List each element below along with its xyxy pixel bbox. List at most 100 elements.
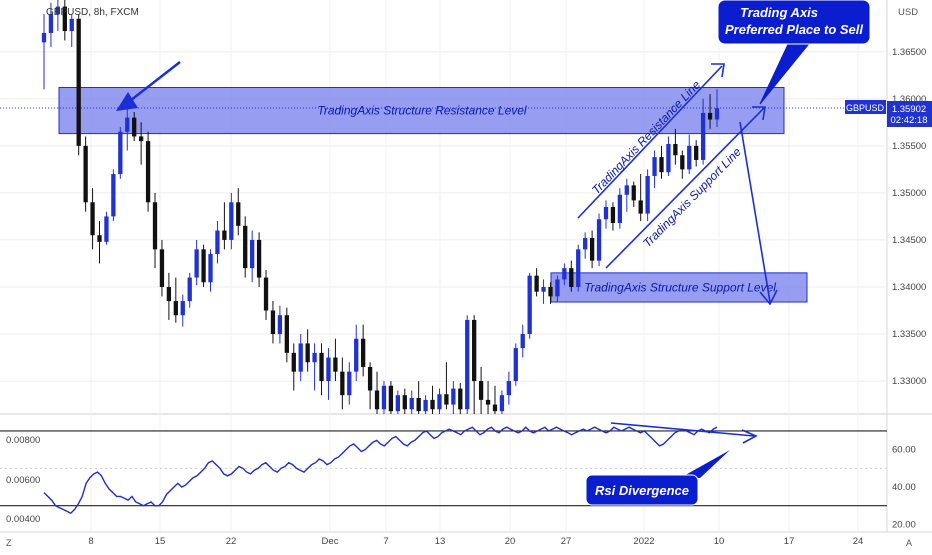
time-tick-label: 2022 xyxy=(633,536,654,547)
candle-body xyxy=(465,319,470,410)
price-tag-price: 1.35902 xyxy=(892,104,926,115)
price-tag-symbol: GBPUSD xyxy=(846,103,885,113)
time-tick-label: 22 xyxy=(226,536,237,547)
candle-body xyxy=(645,175,650,214)
candle-body xyxy=(548,286,553,297)
time-tick-label: 17 xyxy=(784,536,795,547)
resistance-zone-label: TradingAxis Structure Resistance Level xyxy=(317,104,527,118)
candle-body xyxy=(48,14,54,33)
price-scale[interactable]: 1.36500 1.36000 1.35500 1.35000 1.34500 1.340… xyxy=(892,47,926,387)
candle-body xyxy=(541,286,546,292)
rsi-callout-box[interactable] xyxy=(585,474,699,506)
rsi-callout-label: Rsi Divergence xyxy=(595,483,689,498)
price-tick-label: 1.35500 xyxy=(892,141,926,152)
candle-body xyxy=(152,202,158,250)
arrow-left-shaft[interactable] xyxy=(125,61,181,105)
candle-body xyxy=(388,385,394,412)
candle-body xyxy=(673,143,678,156)
rsi-tick-label: 60.00 xyxy=(892,445,916,456)
candle-body xyxy=(534,275,539,292)
candle-body xyxy=(589,238,595,261)
rsi-scale[interactable]: 60.00 40.00 20.00 xyxy=(892,445,916,531)
candle-body xyxy=(111,174,116,217)
candle-body xyxy=(159,249,165,287)
candle-body xyxy=(506,381,512,396)
resistance-zone[interactable] xyxy=(58,87,785,135)
rsi-line[interactable] xyxy=(43,426,718,515)
support-zone-label: TradingAxis Structure Support Level xyxy=(584,280,776,294)
price-tag-symbol-box xyxy=(845,100,886,114)
candle-body xyxy=(138,136,144,142)
time-tick-label: 20 xyxy=(505,536,516,547)
resistance-trend-line[interactable] xyxy=(577,65,723,219)
rsi-divergence-line[interactable] xyxy=(610,422,755,437)
candle-body xyxy=(194,249,199,278)
candle-body xyxy=(652,157,657,176)
candle-body xyxy=(55,6,61,15)
candle-body xyxy=(492,404,498,412)
candle-body xyxy=(444,394,449,405)
rsi-callout-pointer xyxy=(680,450,730,478)
candle-body xyxy=(229,202,234,240)
candle-body xyxy=(354,338,359,372)
support-trend-line[interactable] xyxy=(605,107,765,269)
candle-body xyxy=(472,319,477,382)
time-tick-label: 7 xyxy=(383,536,388,547)
time-axis-left-marker[interactable]: Z xyxy=(6,538,12,548)
time-axis[interactable]: 8 15 22 Dec 7 13 20 27 2022 10 17 24 xyxy=(88,536,863,547)
sell-callout-box[interactable] xyxy=(717,0,871,45)
candle-body xyxy=(714,108,720,120)
candle-body xyxy=(617,194,623,223)
candle-body xyxy=(458,388,463,410)
candle-body xyxy=(596,219,602,261)
rsi-tick-label: 40.00 xyxy=(892,482,916,493)
currency-label[interactable]: USD xyxy=(898,7,918,18)
candle-body xyxy=(631,185,636,201)
candle-body xyxy=(132,117,137,137)
candles xyxy=(41,0,720,414)
candle-body xyxy=(83,145,88,203)
rsi-left-scale: 0.00800 0.00600 0.00400 xyxy=(6,435,40,525)
candle-body xyxy=(576,249,581,287)
candle-body xyxy=(485,399,491,405)
candle-body xyxy=(222,230,227,240)
arrow-left-head xyxy=(116,92,138,111)
candle-body xyxy=(340,371,345,396)
candle-body xyxy=(118,131,123,175)
chart-symbol-info[interactable]: GBPUSD, 8h, FXCM xyxy=(46,7,139,18)
candle-body xyxy=(367,366,373,391)
sell-callout-line2: Preferred Place to Sell xyxy=(725,22,863,37)
candle-body xyxy=(270,310,276,335)
candle-body xyxy=(451,388,456,405)
projection-line[interactable] xyxy=(739,121,771,303)
time-tick-label: 13 xyxy=(435,536,446,547)
time-tick-label: 8 xyxy=(88,536,93,547)
candle-body xyxy=(381,385,387,410)
time-tick-label: 27 xyxy=(561,536,572,547)
candle-body xyxy=(610,207,616,223)
resistance-trend-arrowhead xyxy=(711,63,725,78)
candle-body xyxy=(402,395,407,410)
time-axis-right-marker[interactable]: A xyxy=(906,538,912,548)
candle-body xyxy=(256,239,262,278)
candle-body xyxy=(298,343,303,372)
price-tick-label: 1.36000 xyxy=(892,94,926,105)
candle-body xyxy=(277,315,283,335)
candle-body xyxy=(700,112,706,160)
time-tick-label: 10 xyxy=(714,536,725,547)
candle-body xyxy=(361,338,366,367)
candle-body xyxy=(347,371,352,396)
candle-body xyxy=(478,381,484,400)
candle-body xyxy=(638,200,643,214)
candle-body xyxy=(263,277,269,311)
candle-body xyxy=(416,398,421,412)
price-tag-countdown: 02:42:18 xyxy=(891,115,928,126)
time-tick-label: Dec xyxy=(322,536,339,547)
price-tag: GBPUSD 1.35902 02:42:18 xyxy=(845,100,932,127)
sell-callout-line1: Trading Axis xyxy=(740,5,818,20)
candle-body xyxy=(125,117,130,132)
candle-body xyxy=(333,357,338,372)
candle-body xyxy=(319,352,324,382)
